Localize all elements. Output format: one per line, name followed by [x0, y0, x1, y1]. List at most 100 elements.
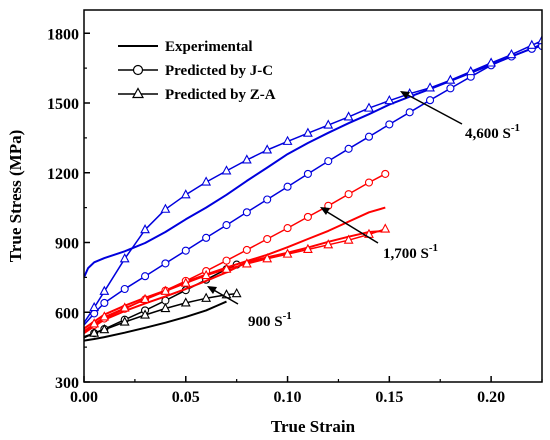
series-line	[84, 292, 237, 338]
annotations: 4,600 S-1 1,700 S-1 900 S-1	[207, 91, 520, 330]
y-tick-label: 900	[55, 236, 79, 253]
data-point-triangle	[323, 119, 334, 129]
x-tick-label: 0.00	[70, 389, 98, 406]
data-point-triangle	[537, 35, 542, 45]
data-point-circle	[364, 178, 374, 187]
x-tick-label: 0.10	[274, 389, 302, 406]
annotation-900: 900 S-1	[207, 286, 292, 330]
data-point-circle	[263, 234, 272, 244]
y-tick-label: 600	[55, 305, 79, 322]
legend-entry-experimental: Experimental	[118, 39, 253, 55]
data-point-triangle	[180, 189, 191, 199]
data-point-circle	[344, 144, 353, 153]
data-point-triangle	[180, 297, 191, 307]
data-point-triangle	[506, 48, 517, 59]
data-point-triangle	[302, 127, 313, 137]
data-point-triangle	[140, 309, 150, 319]
annotation-arrow-900	[211, 288, 239, 305]
data-point-triangle	[262, 144, 273, 154]
data-point-triangle	[302, 243, 313, 254]
legend-entry-za: Predicted by Z-A	[118, 87, 276, 103]
data-point-triangle	[89, 318, 100, 328]
axis-ticks: 0.00 0.05 0.10 0.15 0.20 300 600 900 1200 1500 180…	[47, 26, 543, 406]
annotation-1700: 1,700 S-1	[320, 207, 438, 262]
y-tick-label: 1500	[47, 96, 79, 113]
legend-marker-circle	[132, 64, 144, 76]
y-tick-label: 1800	[47, 26, 79, 43]
data-point-triangle	[282, 135, 293, 145]
data-point-triangle	[526, 39, 537, 49]
data-point-circle	[324, 157, 333, 166]
data-point-circle	[425, 96, 435, 105]
data-point-triangle	[323, 239, 334, 249]
data-point-triangle	[201, 176, 212, 186]
data-point-triangle	[99, 285, 110, 295]
legend: Experimental Predicted by J-C Predicted …	[118, 39, 276, 103]
legend-label-experimental: Experimental	[165, 39, 253, 55]
data-point-triangle	[380, 223, 391, 233]
data-point-triangle	[89, 301, 100, 312]
data-point-triangle	[180, 277, 191, 287]
series-line	[84, 300, 227, 342]
data-point-triangle	[241, 154, 252, 164]
data-point-triangle	[343, 234, 354, 244]
data-point-triangle	[160, 302, 171, 313]
legend-entry-jc: Predicted by J-C	[118, 63, 273, 79]
series-layer	[84, 35, 542, 342]
data-point-circle	[263, 195, 272, 204]
data-point-triangle	[282, 248, 293, 258]
data-point-triangle	[221, 165, 232, 175]
data-point-circle	[385, 120, 394, 129]
series-line	[84, 228, 386, 332]
data-point-triangle	[119, 316, 130, 326]
series-4600-predicted-by-z-a	[84, 35, 542, 324]
x-tick-label: 0.05	[172, 389, 200, 406]
data-point-triangle	[201, 269, 212, 280]
data-point-circle	[344, 190, 353, 199]
data-point-circle	[181, 246, 190, 255]
data-point-circle	[222, 256, 231, 265]
data-point-triangle	[140, 224, 150, 234]
data-point-circle	[141, 272, 150, 281]
arrowhead-1700	[320, 207, 330, 215]
data-point-circle	[161, 259, 170, 268]
data-point-triangle	[425, 82, 435, 92]
data-point-triangle	[384, 95, 395, 105]
data-point-triangle	[99, 324, 110, 334]
data-point-triangle	[445, 74, 456, 84]
legend-label-za: Predicted by Z-A	[165, 87, 276, 103]
data-point-triangle	[160, 203, 171, 213]
data-point-circle	[100, 298, 109, 308]
x-tick-label: 0.20	[477, 389, 505, 406]
data-point-triangle	[201, 292, 212, 302]
series-900-predicted-by-z-a	[84, 287, 242, 338]
data-point-triangle	[486, 57, 497, 67]
series-1700-predicted-by-z-a	[84, 223, 391, 332]
plot-frame	[83, 9, 543, 383]
data-point-circle	[381, 169, 390, 178]
legend-label-jc: Predicted by J-C	[165, 63, 273, 79]
y-axis-title: True Stress (MPa)	[6, 130, 25, 263]
data-point-circle	[364, 132, 374, 141]
data-point-triangle	[119, 253, 130, 263]
data-point-triangle	[231, 287, 242, 298]
data-point-triangle	[89, 327, 100, 337]
data-point-circle	[283, 224, 292, 233]
data-point-circle	[303, 212, 312, 221]
data-point-circle	[303, 169, 312, 178]
arrowhead-4600	[400, 91, 410, 99]
series-line	[84, 40, 542, 324]
data-point-circle	[446, 84, 455, 93]
series-line	[84, 45, 542, 326]
data-point-triangle	[119, 302, 130, 312]
data-point-circle	[242, 245, 251, 254]
data-point-triangle	[343, 111, 354, 121]
data-point-circle	[222, 221, 231, 230]
y-tick-label: 1200	[47, 166, 79, 183]
y-tick-label: 300	[55, 375, 79, 392]
arrowhead-900	[207, 286, 217, 294]
data-point-circle	[283, 182, 292, 191]
data-point-triangle	[140, 293, 150, 304]
data-point-circle	[202, 233, 211, 242]
